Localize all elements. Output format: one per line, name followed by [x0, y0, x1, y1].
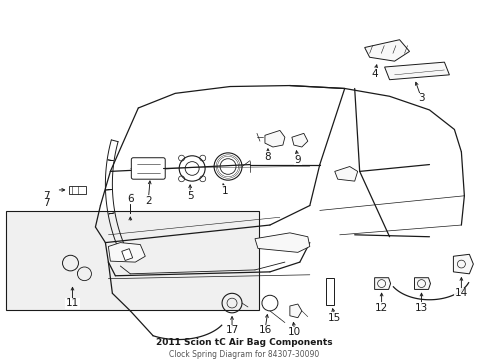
Text: Clock Spring Diagram for 84307-30090: Clock Spring Diagram for 84307-30090 — [168, 350, 319, 359]
Polygon shape — [452, 254, 472, 274]
Polygon shape — [264, 130, 285, 147]
Polygon shape — [384, 62, 448, 80]
Bar — [122, 249, 132, 261]
Text: 9: 9 — [294, 155, 301, 165]
Text: 4: 4 — [370, 69, 377, 79]
Text: 3: 3 — [417, 93, 424, 103]
Text: 6: 6 — [127, 193, 133, 203]
Text: 6: 6 — [127, 194, 133, 204]
Text: 7: 7 — [43, 198, 50, 208]
Text: 8: 8 — [264, 152, 271, 162]
Text: 11: 11 — [66, 298, 79, 308]
Bar — [68, 186, 86, 194]
Polygon shape — [414, 278, 429, 289]
Text: 10: 10 — [288, 327, 301, 337]
Text: 14: 14 — [454, 288, 467, 298]
Polygon shape — [289, 304, 301, 318]
Text: 1: 1 — [221, 186, 228, 196]
Polygon shape — [364, 40, 408, 61]
Bar — [5, 211, 259, 310]
Text: 5: 5 — [186, 191, 193, 201]
Polygon shape — [374, 278, 390, 289]
Text: 7: 7 — [43, 191, 50, 201]
Text: 13: 13 — [414, 303, 427, 313]
Polygon shape — [334, 167, 357, 181]
Bar — [325, 278, 333, 305]
Text: 2: 2 — [144, 195, 151, 206]
Text: 17: 17 — [225, 325, 238, 336]
Polygon shape — [254, 233, 309, 252]
Polygon shape — [108, 243, 145, 262]
Text: 2011 Scion tC Air Bag Components: 2011 Scion tC Air Bag Components — [155, 338, 332, 347]
Text: 15: 15 — [327, 313, 341, 323]
FancyBboxPatch shape — [131, 158, 165, 179]
Polygon shape — [291, 133, 307, 147]
Text: 16: 16 — [258, 325, 271, 336]
Text: 12: 12 — [374, 303, 387, 313]
